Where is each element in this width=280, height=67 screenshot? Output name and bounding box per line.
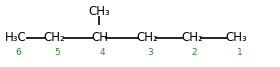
- Text: 2: 2: [192, 48, 197, 57]
- Text: 5: 5: [55, 48, 60, 57]
- Text: CH₂: CH₂: [44, 31, 66, 44]
- Text: CH₂: CH₂: [181, 31, 203, 44]
- Text: 3: 3: [147, 48, 153, 57]
- Text: H₃C: H₃C: [4, 31, 26, 44]
- Text: 1: 1: [237, 48, 242, 57]
- Text: CH₂: CH₂: [136, 31, 158, 44]
- Text: 4: 4: [99, 48, 105, 57]
- Text: CH₃: CH₃: [88, 5, 110, 18]
- Text: CH: CH: [91, 31, 108, 44]
- Text: CH₃: CH₃: [226, 31, 248, 44]
- Text: 6: 6: [15, 48, 21, 57]
